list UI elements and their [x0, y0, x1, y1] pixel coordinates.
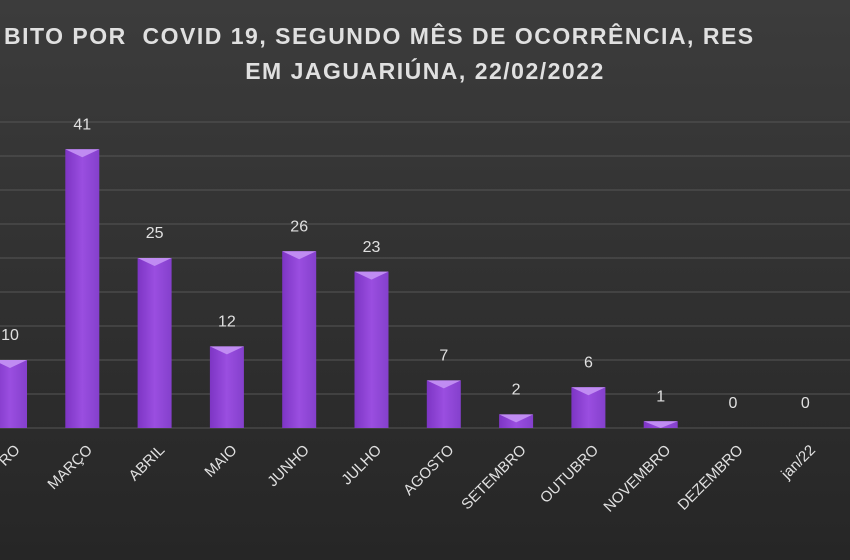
- bar-cap: [643, 421, 678, 428]
- value-label: 2: [512, 382, 521, 399]
- bar-group: [0, 360, 27, 428]
- value-label: 6: [584, 354, 593, 371]
- bar-cap: [282, 251, 317, 260]
- bar-cap: [0, 360, 27, 368]
- bar: [0, 360, 27, 428]
- bar-group: [65, 149, 100, 428]
- bar-cap: [137, 258, 172, 266]
- value-label: 0: [801, 395, 810, 412]
- bar-group: [499, 414, 534, 428]
- bar-cap: [426, 380, 461, 389]
- bar: [282, 251, 317, 428]
- value-label: 25: [146, 225, 164, 242]
- value-label: 41: [73, 116, 91, 133]
- bar-group: [209, 346, 244, 428]
- bar-group: [282, 251, 317, 428]
- value-label: 7: [439, 348, 448, 365]
- bar: [65, 149, 100, 428]
- value-label: 26: [290, 218, 308, 235]
- bar-cap: [354, 271, 389, 280]
- chart-title: EM JAGUARIÚNA, 22/02/2022: [245, 57, 605, 84]
- bar-cap: [65, 149, 100, 158]
- value-label: 10: [1, 327, 19, 344]
- value-label: 0: [729, 395, 738, 412]
- bar: [354, 271, 389, 428]
- bar-group: [354, 271, 389, 428]
- bar-group: [571, 387, 606, 428]
- bar-cap: [209, 346, 244, 355]
- bar-group: [643, 421, 678, 428]
- bar: [209, 346, 244, 428]
- value-label: 1: [656, 388, 665, 405]
- bar-group: [426, 380, 461, 428]
- bar: [137, 258, 172, 428]
- chart-title: BITO POR COVID 19, SEGUNDO MÊS DE OCORRÊ…: [4, 22, 755, 49]
- bar-cap: [571, 387, 606, 396]
- bar-group: [137, 258, 172, 428]
- value-label: 23: [363, 239, 381, 256]
- value-label: 12: [218, 314, 236, 331]
- bar-cap: [499, 414, 534, 423]
